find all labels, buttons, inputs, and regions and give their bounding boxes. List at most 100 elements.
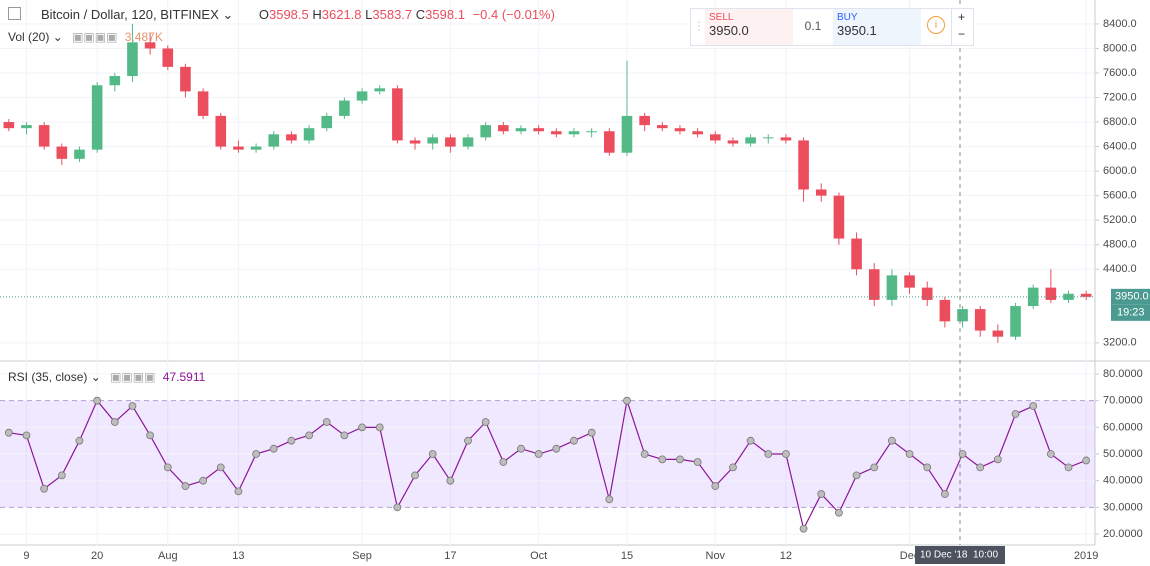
sell-label: SELL xyxy=(709,12,734,23)
candle-body xyxy=(886,275,898,300)
rsi-point xyxy=(216,463,225,472)
rsi-point xyxy=(375,423,384,432)
candle-body xyxy=(21,125,32,129)
rsi-point xyxy=(799,524,808,533)
rsi-point xyxy=(110,418,119,426)
rsi-point xyxy=(22,431,31,440)
rsi-point xyxy=(976,463,985,472)
rsi-value: 47.5911 xyxy=(162,370,206,384)
candle-body xyxy=(727,140,739,144)
candle-body xyxy=(38,125,50,147)
candle-body xyxy=(215,115,227,147)
ohlc-key: L xyxy=(365,7,373,22)
rsi-point xyxy=(711,482,720,490)
ohlc: O3598.5 H3621.8 L3583.7 C3598.1 −0.4 (−0… xyxy=(259,7,555,22)
y-tick-label: 8000.0 xyxy=(1103,42,1137,54)
change: −0.4 (−0.01%) xyxy=(472,7,555,22)
rsi-point xyxy=(993,455,1002,464)
candle-body xyxy=(127,42,138,77)
y-tick-label: 70.0000 xyxy=(1103,395,1143,407)
candle-body xyxy=(921,287,933,300)
collapse-button[interactable] xyxy=(8,7,21,20)
candle-body xyxy=(939,299,951,322)
candle-body xyxy=(162,48,174,67)
rsi-point xyxy=(93,396,102,405)
symbol[interactable]: Bitcoin / Dollar, 120, BITFINEX xyxy=(41,7,219,22)
candle-body xyxy=(321,115,333,129)
ohlc-value: 3598.5 xyxy=(268,7,309,22)
candle-body xyxy=(762,137,774,139)
rsi-point xyxy=(817,490,826,498)
rsi-point xyxy=(146,431,155,440)
y-tick-label: 7600.0 xyxy=(1103,67,1137,79)
ohlc-key: O xyxy=(258,7,269,22)
buy-price: 3950.1 xyxy=(837,23,877,38)
rsi-point xyxy=(940,490,949,498)
candle-body xyxy=(1010,306,1021,337)
rsi-point xyxy=(570,436,578,445)
y-tick-label: 6000.0 xyxy=(1103,165,1137,177)
rsi-title[interactable]: RSI (35, close) xyxy=(8,370,88,384)
rsi-point xyxy=(658,455,667,464)
candle-body xyxy=(533,128,544,132)
candle-body xyxy=(868,269,880,300)
y-tick-label: 30.0000 xyxy=(1103,501,1143,513)
rsi-point xyxy=(305,431,313,440)
y-tick-label: 4400.0 xyxy=(1103,263,1137,275)
rsi-point xyxy=(57,471,66,480)
y-tick-label: 7200.0 xyxy=(1103,91,1137,103)
candle-body xyxy=(745,137,756,144)
rsi-point xyxy=(252,450,260,458)
rsi-point xyxy=(852,471,861,480)
rsi-point xyxy=(1082,456,1091,465)
candle-body xyxy=(356,91,368,101)
rsi-point xyxy=(870,463,879,472)
candle-body xyxy=(604,131,615,153)
candle-body xyxy=(180,66,191,92)
zoom-buttons[interactable]: + − xyxy=(951,9,971,45)
y-tick-label: 6400.0 xyxy=(1103,140,1137,152)
candle-body xyxy=(974,309,986,331)
rsi-point xyxy=(605,495,614,504)
rsi-point xyxy=(587,428,596,437)
candle-body xyxy=(674,128,686,132)
rsi-point xyxy=(517,444,525,453)
info-button[interactable]: i xyxy=(921,9,951,45)
candle-body xyxy=(709,134,721,141)
rsi-point xyxy=(1011,410,1020,418)
buy-button[interactable]: BUY 3950.1 xyxy=(833,9,921,45)
buy-label: BUY xyxy=(837,12,858,23)
rsi-point xyxy=(623,396,631,405)
rsi-point xyxy=(428,450,437,458)
candle-body xyxy=(498,125,509,132)
y-tick-label: 6800.0 xyxy=(1103,116,1137,128)
volume-value: 3.487K xyxy=(124,30,163,44)
rsi-point xyxy=(764,450,773,458)
candle-body xyxy=(1045,287,1057,300)
candle-body xyxy=(286,134,297,141)
y-tick-label: 5600.0 xyxy=(1103,190,1137,202)
sell-button[interactable]: SELL 3950.0 xyxy=(705,9,793,45)
rsi-point xyxy=(782,450,790,458)
x-tick-label: 15 xyxy=(621,550,633,562)
candle-body xyxy=(798,140,809,190)
ohlc-key: C xyxy=(415,7,426,22)
candle-body xyxy=(74,149,85,159)
candle-body xyxy=(109,76,121,86)
candle-body xyxy=(992,330,1004,337)
countdown-tag xyxy=(1111,304,1150,321)
candle-body xyxy=(568,131,580,135)
x-tick-label: Aug xyxy=(158,550,178,562)
rsi-point xyxy=(464,436,472,445)
candle-body xyxy=(56,146,68,159)
rsi-point xyxy=(481,418,490,426)
volume-label[interactable]: Vol (20) xyxy=(8,30,50,44)
crosshair-date: 10 Dec '18 xyxy=(920,550,968,561)
candle-body xyxy=(374,88,386,92)
rsi-point xyxy=(358,423,366,432)
rsi-point xyxy=(499,458,508,466)
quantity[interactable]: 0.1 xyxy=(804,19,822,33)
candle-body xyxy=(815,189,827,196)
